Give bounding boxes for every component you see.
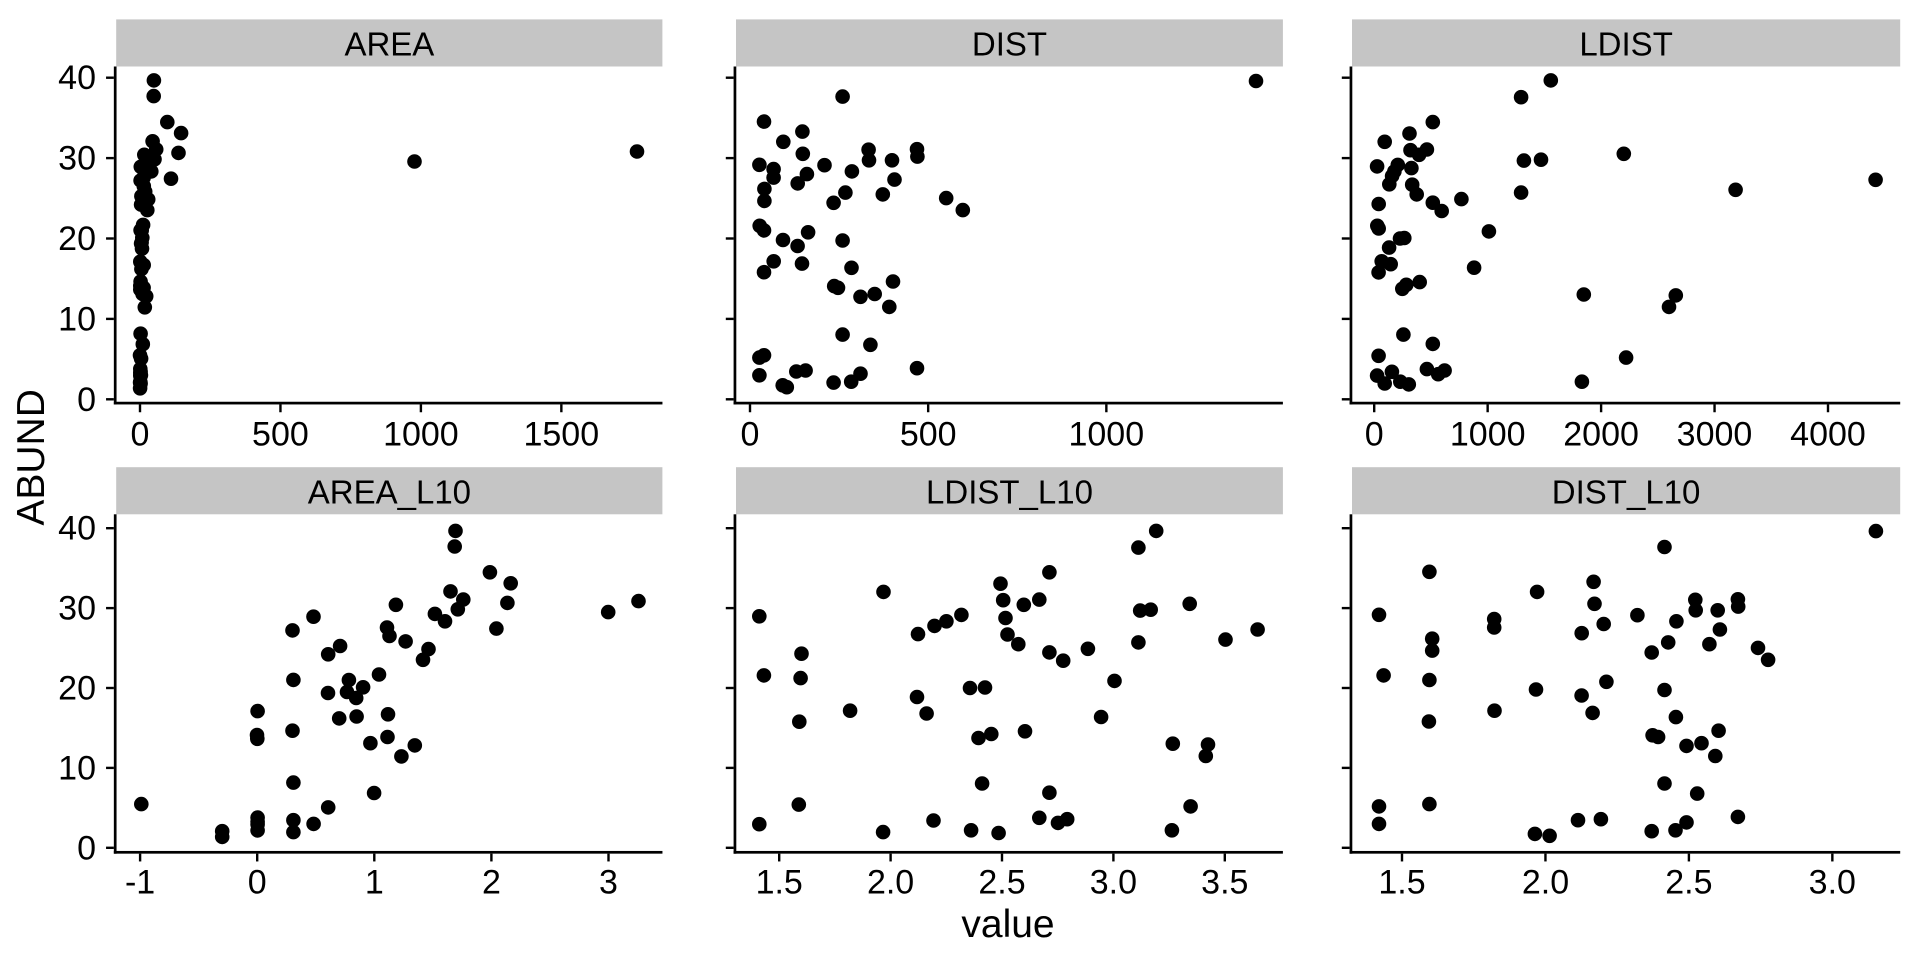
- svg-text:40: 40: [58, 59, 96, 97]
- svg-text:LDIST_L10: LDIST_L10: [926, 473, 1093, 510]
- svg-text:0: 0: [248, 863, 267, 901]
- svg-text:30: 30: [58, 590, 96, 628]
- svg-text:20: 20: [58, 220, 96, 258]
- svg-text:LDIST: LDIST: [1579, 26, 1673, 63]
- svg-text:3: 3: [599, 863, 618, 901]
- svg-text:500: 500: [900, 416, 957, 454]
- svg-text:4000: 4000: [1790, 416, 1866, 454]
- svg-text:2000: 2000: [1563, 416, 1639, 454]
- svg-text:0: 0: [1365, 416, 1384, 454]
- svg-text:2: 2: [482, 863, 501, 901]
- svg-text:DIST: DIST: [972, 26, 1047, 63]
- svg-text:1: 1: [365, 863, 384, 901]
- svg-text:0: 0: [77, 381, 96, 419]
- svg-text:3.0: 3.0: [1809, 863, 1856, 901]
- svg-text:2.0: 2.0: [867, 863, 914, 901]
- svg-text:3.5: 3.5: [1201, 863, 1248, 901]
- svg-text:0: 0: [77, 829, 96, 867]
- svg-text:10: 10: [58, 300, 96, 338]
- svg-text:2.5: 2.5: [978, 863, 1025, 901]
- svg-text:0: 0: [131, 416, 150, 454]
- svg-text:AREA_L10: AREA_L10: [308, 473, 471, 510]
- svg-text:40: 40: [58, 510, 96, 548]
- svg-text:1.5: 1.5: [1378, 863, 1425, 901]
- svg-text:500: 500: [252, 416, 309, 454]
- svg-text:value: value: [961, 903, 1054, 946]
- svg-text:30: 30: [58, 140, 96, 178]
- svg-text:1000: 1000: [1068, 416, 1144, 454]
- svg-text:2.0: 2.0: [1522, 863, 1569, 901]
- svg-text:0: 0: [741, 416, 760, 454]
- svg-text:1000: 1000: [1450, 416, 1526, 454]
- svg-text:10: 10: [58, 749, 96, 787]
- svg-text:1.5: 1.5: [756, 863, 803, 901]
- svg-text:DIST_L10: DIST_L10: [1552, 473, 1701, 510]
- svg-text:1500: 1500: [523, 416, 599, 454]
- svg-text:1000: 1000: [383, 416, 459, 454]
- svg-text:-1: -1: [125, 863, 155, 901]
- svg-text:ABUND: ABUND: [10, 389, 53, 526]
- svg-text:3000: 3000: [1677, 416, 1753, 454]
- svg-text:20: 20: [58, 670, 96, 708]
- svg-text:AREA: AREA: [344, 26, 434, 63]
- svg-text:3.0: 3.0: [1090, 863, 1137, 901]
- svg-text:2.5: 2.5: [1665, 863, 1712, 901]
